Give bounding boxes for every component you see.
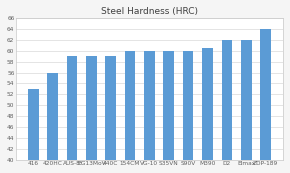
- Bar: [260, 29, 271, 173]
- Bar: [183, 51, 193, 173]
- Bar: [202, 48, 213, 173]
- Bar: [125, 51, 135, 173]
- Bar: [86, 56, 97, 173]
- Bar: [67, 56, 77, 173]
- Title: Steel Hardness (HRC): Steel Hardness (HRC): [101, 7, 198, 16]
- Bar: [222, 40, 232, 173]
- Bar: [28, 89, 39, 173]
- Bar: [164, 51, 174, 173]
- Bar: [241, 40, 251, 173]
- Bar: [105, 56, 116, 173]
- Bar: [144, 51, 155, 173]
- Bar: [47, 72, 58, 173]
